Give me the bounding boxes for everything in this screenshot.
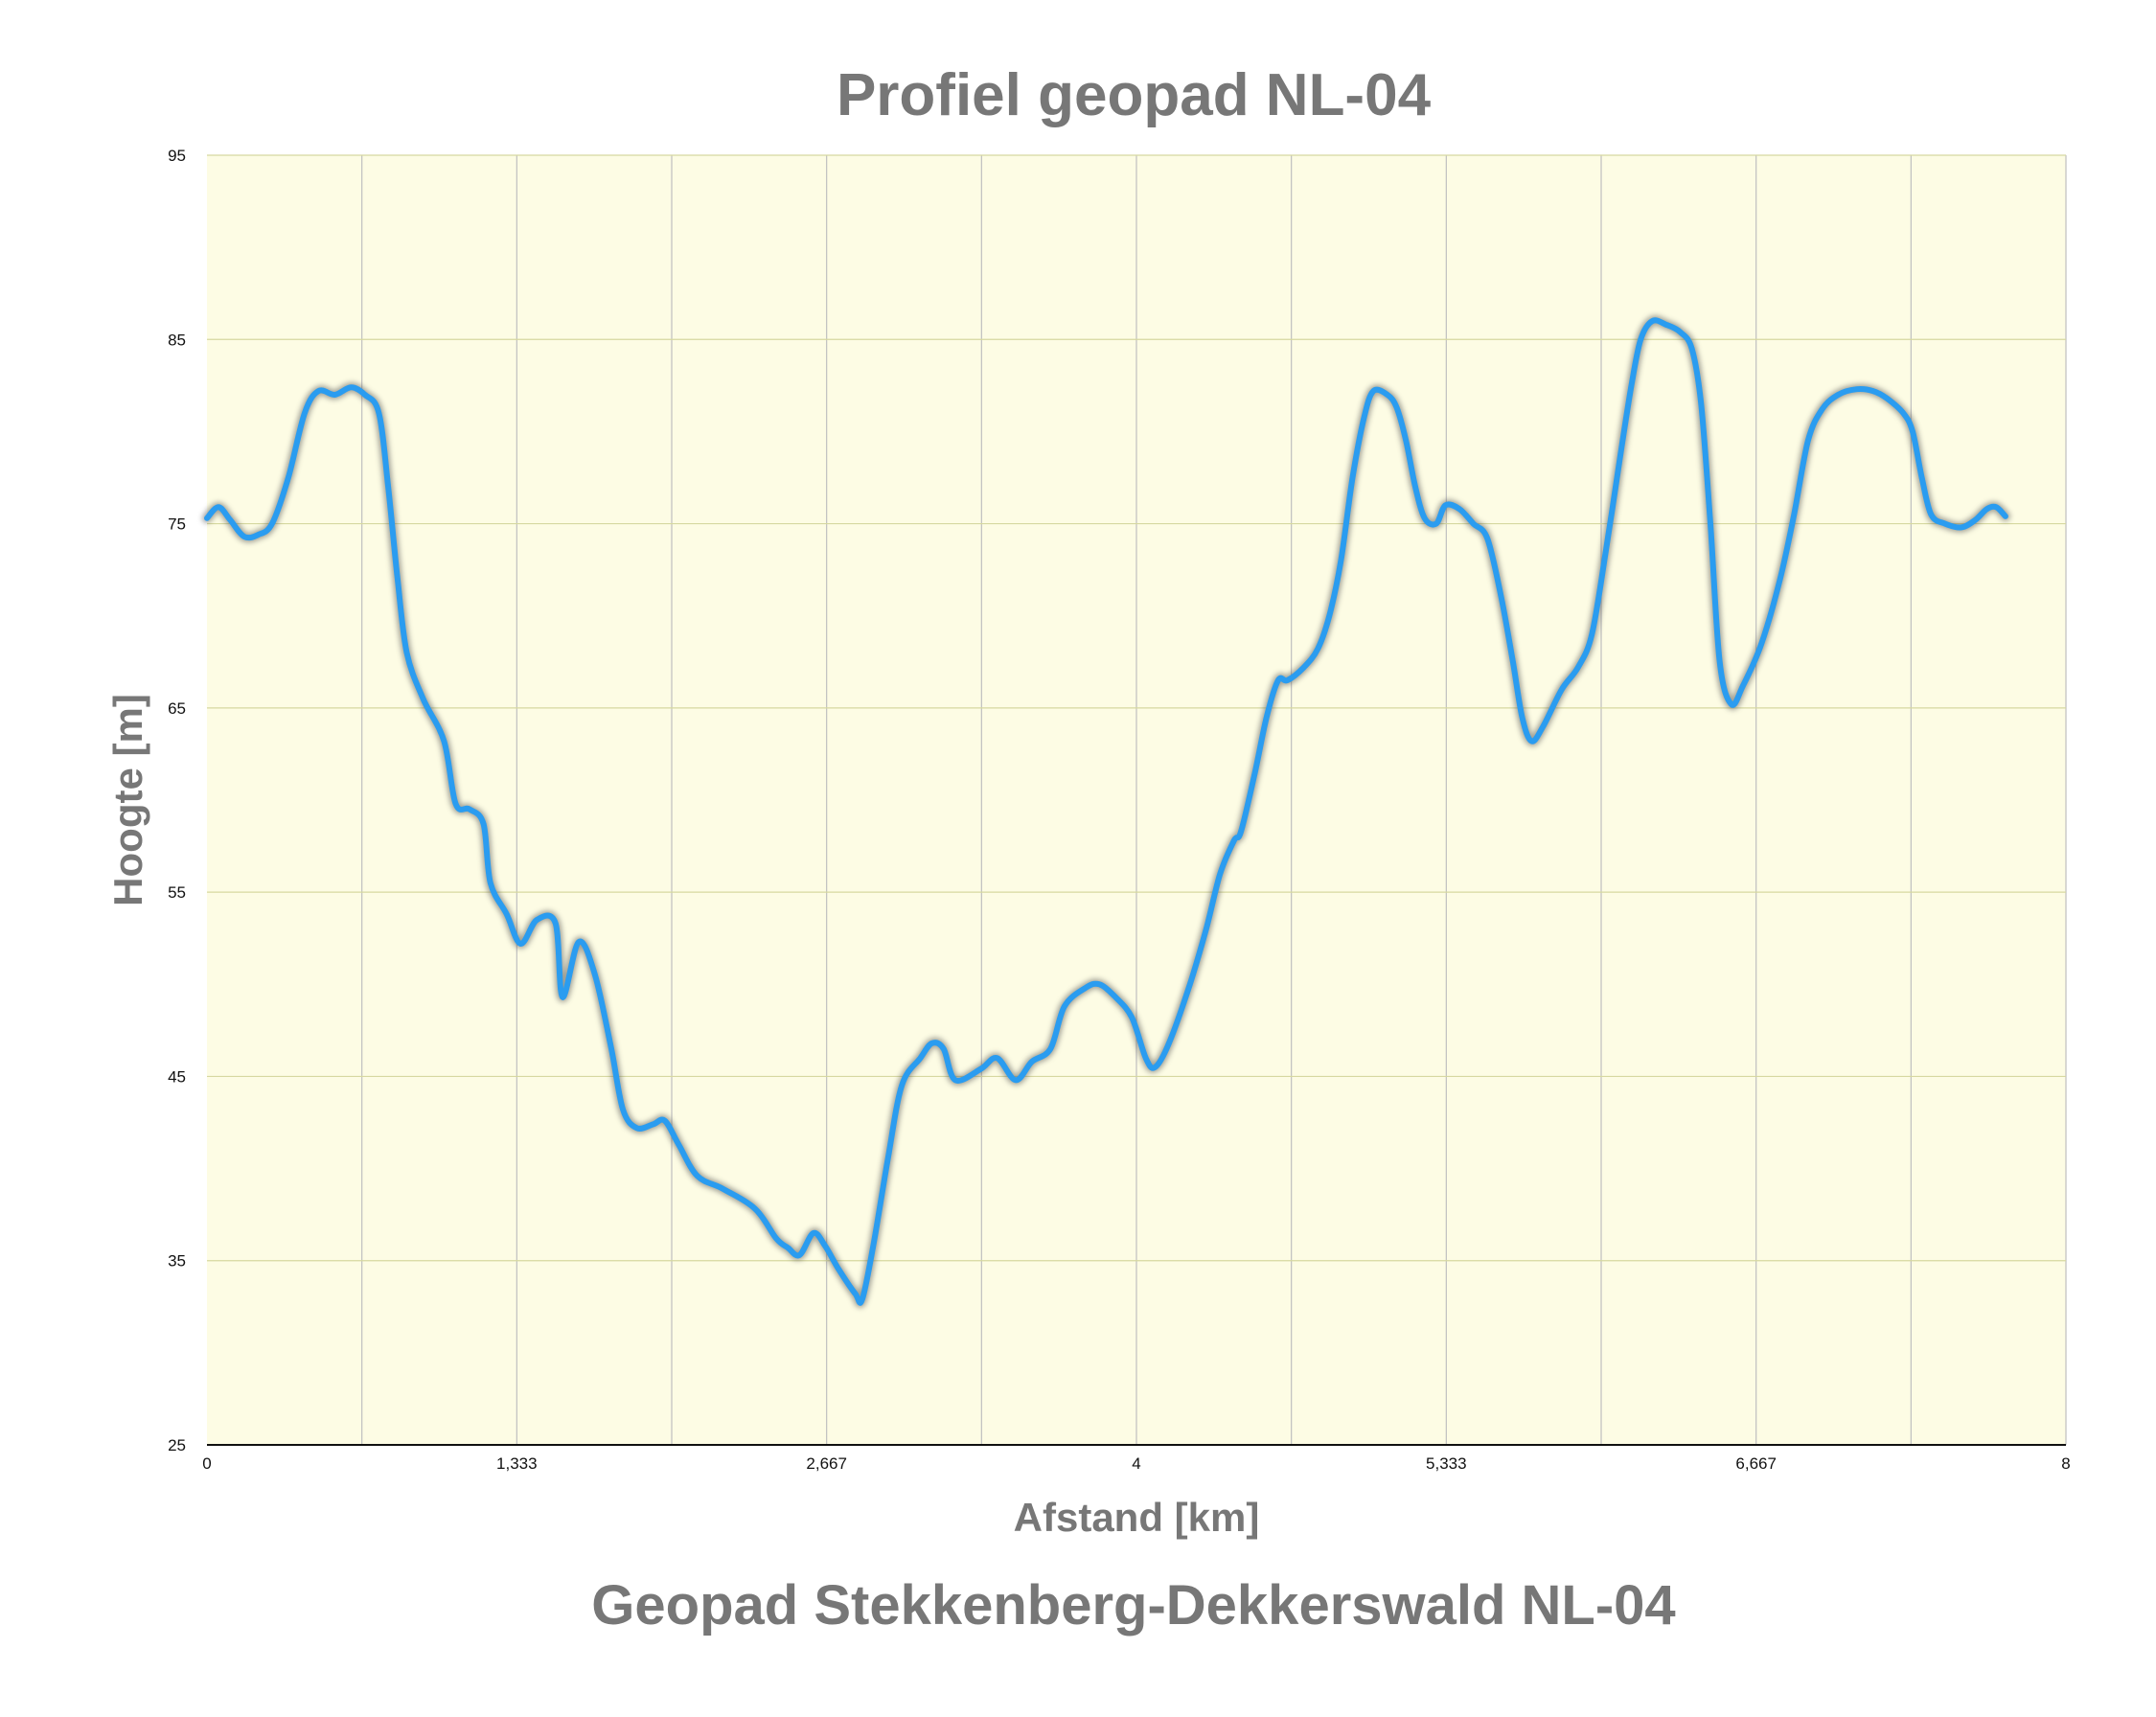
x-tick-label: 8 xyxy=(2061,1454,2070,1473)
x-tick-label: 1,333 xyxy=(496,1454,538,1473)
x-tick-label: 5,333 xyxy=(1426,1454,1467,1473)
chart-title: Profiel geopad NL-04 xyxy=(837,62,1432,128)
x-tick-label: 4 xyxy=(1132,1454,1140,1473)
y-axis-title: Hoogte [m] xyxy=(105,694,150,906)
x-axis-title: Afstand [km] xyxy=(1014,1495,1260,1540)
elevation-line xyxy=(204,317,2008,1306)
y-tick-label: 45 xyxy=(168,1067,186,1086)
y-axis-ticks: 95 85 75 65 55 45 35 25 xyxy=(168,147,186,1454)
y-tick-label: 75 xyxy=(168,515,186,534)
vertical-gridlines xyxy=(361,155,2067,1445)
y-tick-label: 35 xyxy=(168,1252,186,1271)
y-tick-label: 85 xyxy=(168,331,186,349)
x-tick-label: 6,667 xyxy=(1735,1454,1777,1473)
x-tick-label: 2,667 xyxy=(806,1454,847,1473)
x-tick-label: 0 xyxy=(202,1454,211,1473)
x-axis-ticks: 0 1,333 2,667 4 5,333 6,667 8 xyxy=(202,1454,2070,1473)
horizontal-gridlines xyxy=(207,154,2066,1262)
y-tick-label: 65 xyxy=(168,699,186,718)
y-tick-label: 55 xyxy=(168,883,186,902)
y-tick-label: 95 xyxy=(168,147,186,165)
y-tick-label: 25 xyxy=(168,1436,186,1454)
chart-subtitle: Geopad Stekkenberg-Dekkerswald NL-04 xyxy=(591,1574,1675,1637)
